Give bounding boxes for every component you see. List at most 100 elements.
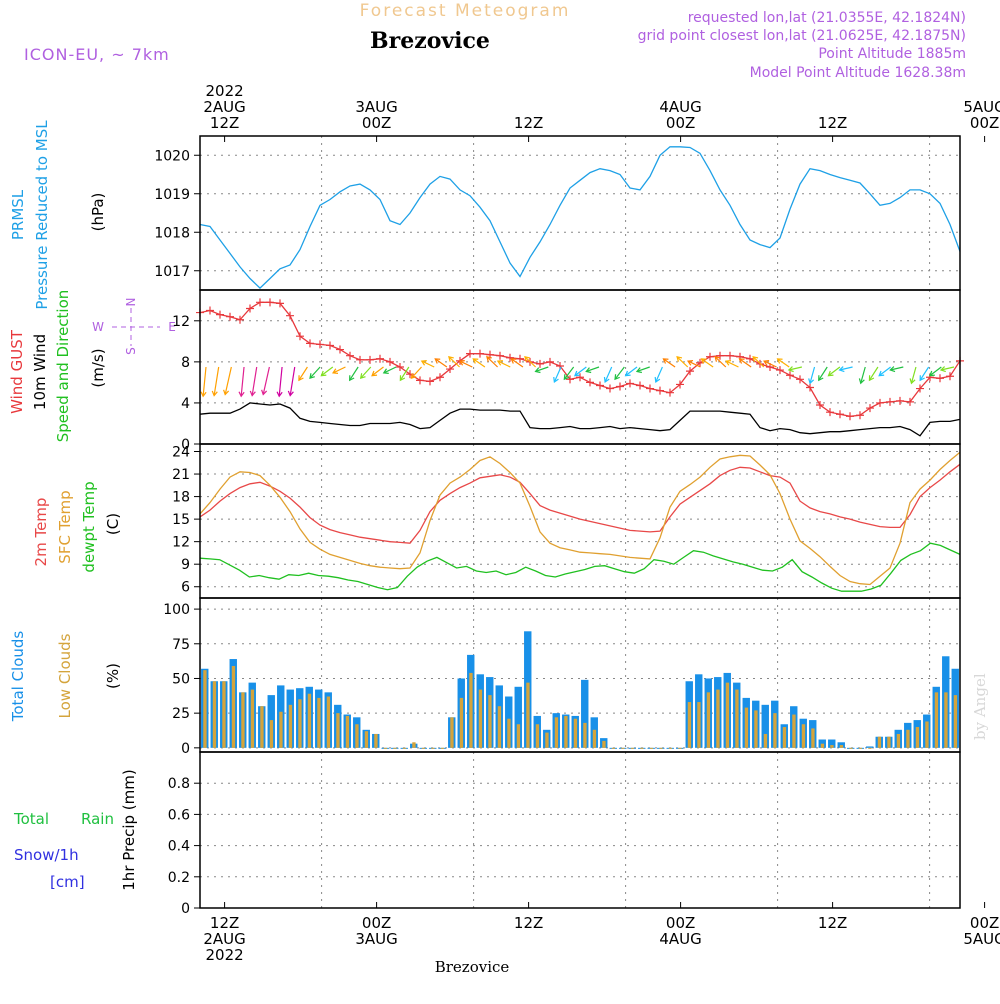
low-cloud-bar <box>383 747 388 749</box>
wind-arrow <box>459 360 473 368</box>
low-cloud-bar <box>659 747 663 749</box>
low-cloud-bar <box>877 736 882 748</box>
low-cloud-bar <box>687 702 692 748</box>
low-cloud-bar <box>488 695 492 748</box>
dewpt-label: dewpt Temp <box>80 481 98 572</box>
time-label-top: 12Z <box>818 114 847 132</box>
wind-arrow <box>676 356 689 368</box>
y-tick-label: 24 <box>172 445 190 461</box>
wind-arrowhead <box>472 358 479 364</box>
wind-arrow <box>202 366 207 397</box>
low-cloud-bar <box>336 713 340 748</box>
gust-marker <box>506 353 514 362</box>
gust-marker <box>496 351 504 360</box>
gust-marker <box>236 315 244 324</box>
low-cloud-bar <box>573 718 578 748</box>
wind-arrowhead <box>808 378 815 385</box>
wind-compass-icon: N S W E <box>92 298 176 355</box>
cloud-unit: (%) <box>104 663 122 689</box>
wind-arrowhead <box>309 373 315 379</box>
low-cloud-bar <box>944 692 948 748</box>
wind-arrowhead <box>298 375 304 382</box>
gust-marker <box>446 365 454 374</box>
wind-arrow <box>655 366 663 383</box>
compass-w: W <box>92 320 104 334</box>
wind-arrowhead <box>725 360 732 366</box>
time-label-top: 3AUG <box>355 98 397 116</box>
wind-arrowhead <box>448 356 454 362</box>
wind-arrow <box>289 366 296 396</box>
low-cloud-bar <box>782 727 787 748</box>
gust-marker <box>276 299 284 308</box>
low-cloud-bar <box>307 693 312 748</box>
low-cloud-bar <box>431 747 435 749</box>
low-cloud-bar <box>621 747 625 749</box>
low-cloud-bar <box>630 747 635 749</box>
wind-arrow <box>818 366 828 381</box>
low-cloud-bar <box>212 681 217 748</box>
low-cloud-bar <box>773 713 777 748</box>
low-cloud-bar <box>583 722 587 748</box>
gust-marker <box>466 349 474 358</box>
wind-arrowhead <box>211 390 218 397</box>
footer-location: Brezovice <box>435 958 510 976</box>
gust-marker <box>776 366 784 375</box>
low-cloud-bar <box>535 724 540 748</box>
wind-arrow <box>714 356 727 368</box>
wind-arrowhead <box>928 370 935 377</box>
wind-arrowhead <box>939 366 946 373</box>
wind-arrow <box>574 366 587 377</box>
wind-arrowhead <box>909 378 916 385</box>
gust-marker <box>366 355 374 364</box>
wind-arrow <box>278 366 283 397</box>
precip-unit: 1hr Precip (mm) <box>120 769 138 890</box>
y-tick-label: 1017 <box>154 264 190 280</box>
wind-arrow <box>371 366 384 377</box>
wind-arrow <box>434 358 448 368</box>
wind-arrow <box>399 366 410 381</box>
low-cloud-bar <box>915 727 920 748</box>
time-label-bottom: 12Z <box>818 914 847 932</box>
low-cloud-bar <box>497 706 502 748</box>
wind-arrowhead <box>787 366 794 373</box>
wind-arrow <box>940 366 955 371</box>
gust-marker <box>916 384 924 393</box>
wind-arrowhead <box>868 375 875 382</box>
wind-arrow <box>763 360 777 368</box>
low-cloud-bar <box>231 665 236 748</box>
gust-marker <box>416 376 424 385</box>
gust-marker <box>786 371 794 380</box>
low-cloud-bar <box>393 747 397 749</box>
low-cloud-bar <box>706 692 711 748</box>
gust-marker <box>886 397 894 406</box>
low-cloud-bar <box>355 724 359 748</box>
wind-arrow <box>878 366 891 377</box>
total-clouds-label: Total Clouds <box>9 631 27 723</box>
wind-arrow <box>828 366 841 377</box>
time-label-bottom: 5AUG <box>963 930 1000 948</box>
y-tick-label: 6 <box>181 580 190 596</box>
wind-arrowhead <box>763 360 770 366</box>
time-label-top: 12Z <box>210 114 239 132</box>
low-cloud-bar <box>269 720 274 748</box>
gust-marker <box>316 340 324 349</box>
wind-arrow <box>410 366 422 379</box>
wind-arrowhead <box>585 367 592 374</box>
wind-arrow <box>360 366 372 379</box>
low-cloud-bar <box>934 692 939 748</box>
y-tick-label: 0 <box>181 437 190 453</box>
low-cloud-bar <box>735 689 739 748</box>
gust-marker <box>906 397 914 406</box>
low-cloud-bar <box>288 704 293 748</box>
gust-marker <box>616 382 624 391</box>
gust-marker <box>826 408 834 417</box>
wind-arrow <box>604 366 613 383</box>
low-cloud-bar <box>649 747 654 749</box>
series-line-dewpt-temp <box>199 542 961 592</box>
gust-marker <box>386 357 394 366</box>
wind-arrow <box>777 358 790 368</box>
gust-marker <box>206 306 214 315</box>
panel-frame-pressure <box>199 135 961 291</box>
wind-arrowhead <box>249 390 256 397</box>
model-name: ICON-EU, ~ 7km <box>24 45 170 64</box>
